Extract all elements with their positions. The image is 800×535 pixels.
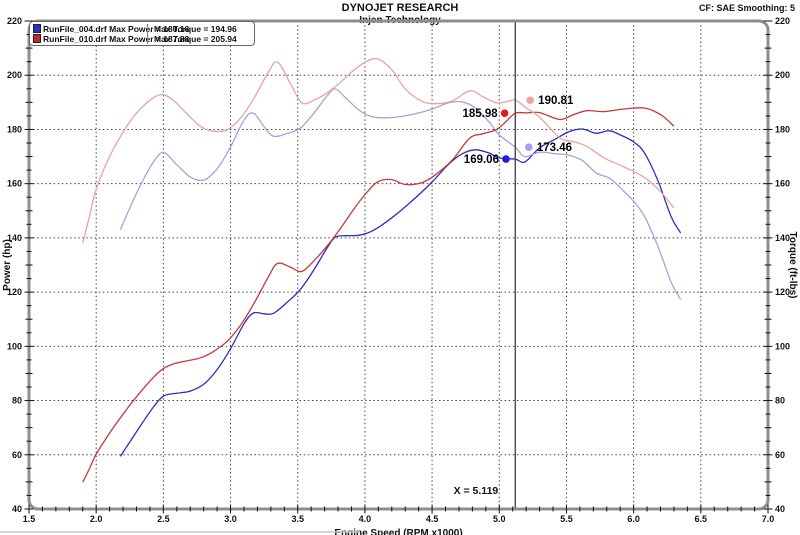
cursor-value-markers: 185.98 190.81 169.06 173.46	[462, 95, 573, 166]
x-tick-label: 3.0	[224, 514, 237, 524]
dyno-curves	[82, 57, 682, 483]
plot-frame	[27, 19, 770, 511]
runfile-010-swatch-icon	[33, 34, 41, 43]
runfile-004-swatch-icon	[33, 24, 41, 33]
marker-value-label: 185.98	[462, 108, 498, 120]
y-tick-label-right: 80	[775, 396, 785, 406]
x-tick-label: 6.5	[695, 514, 708, 524]
x-tick-label: 5.0	[493, 514, 506, 524]
marker-value-label: 173.46	[537, 142, 572, 154]
y-tick-label-right: 100	[775, 341, 790, 351]
marker-value-label: 169.06	[464, 154, 499, 166]
x-tick-label: 2.0	[90, 514, 103, 524]
marker-dot	[525, 143, 533, 151]
cursor-x-label: X = 5.119	[454, 485, 499, 497]
x-tick-label: 3.5	[291, 514, 304, 524]
y-tick-label-left: 140	[7, 233, 22, 243]
y-axis-title-power: Power (hp)	[2, 239, 13, 291]
torque-curve-runfile-004	[119, 88, 682, 300]
legend-file-name: RunFile_004.drf	[43, 24, 107, 34]
y-tick-label-right: 180	[775, 124, 790, 134]
axis-ticks	[24, 20, 773, 514]
legend-row-runfile-010[interactable]: RunFile_010.drf Max Power = 187.88 Max T…	[33, 34, 237, 44]
axis-titles: Engine Speed (RPM x1000) Power (hp) Torque…	[2, 231, 798, 535]
power-curve-runfile-010	[82, 107, 675, 483]
torque-curve-runfile-010	[82, 57, 675, 244]
grid-lines	[29, 21, 768, 509]
y-tick-label-left: 180	[7, 124, 22, 134]
x-tick-label: 7.0	[762, 514, 775, 524]
x-axis-title: Engine Speed (RPM x1000)	[334, 528, 462, 535]
marker-dot	[500, 109, 509, 118]
y-tick-label-right: 220	[775, 16, 790, 26]
y-tick-label-right: 120	[775, 287, 790, 297]
x-tick-label: 4.0	[359, 514, 372, 524]
y-tick-label-right: 40	[775, 504, 785, 514]
legend-max-torque: Max Torque = 194.96	[147, 24, 237, 34]
y-tick-label-left: 100	[7, 341, 22, 351]
power-curve-runfile-004	[119, 128, 682, 457]
correction-smoothing-label: CF: SAE Smoothing: 5	[699, 3, 795, 13]
legend-file-name: RunFile_010.drf	[43, 34, 107, 44]
y-tick-label-right: 60	[775, 450, 785, 460]
legend-box: RunFile_004.drf Max Power = 180.16 Max T…	[29, 21, 255, 46]
y-tick-label-right: 140	[775, 233, 790, 243]
y-axis-title-torque: Torque (ft-lbs)	[787, 231, 798, 298]
legend-max-power: Max Power = 187.88	[109, 34, 190, 44]
y-tick-label-left: 80	[12, 396, 22, 406]
y-tick-label-left: 60	[12, 450, 22, 460]
y-tick-label-left: 220	[7, 16, 22, 26]
y-tick-label-left: 40	[12, 504, 22, 514]
legend-row-runfile-004[interactable]: RunFile_004.drf Max Power = 180.16 Max T…	[33, 24, 237, 34]
marker-dot	[526, 96, 534, 104]
screen-edge-artifact	[0, 531, 360, 533]
legend-max-power: Max Power = 180.16	[109, 24, 190, 34]
x-tick-label: 1.5	[23, 514, 36, 524]
page-title: DYNOJET RESEARCH	[341, 2, 459, 14]
y-tick-label-left: 200	[7, 70, 22, 80]
y-tick-label-right: 200	[775, 70, 790, 80]
x-tick-label: 5.5	[560, 514, 573, 524]
legend-max-torque: Max Torque = 205.94	[147, 34, 237, 44]
y-tick-label-left: 160	[7, 179, 22, 189]
y-tick-label-left: 120	[7, 287, 22, 297]
x-tick-label: 6.0	[627, 514, 640, 524]
axis-tick-labels: 1.5 2.0 2.5 3.0 3.5 4.0 4.5 5.0 5.5 6.0 6.5 7.040 40…	[7, 16, 790, 524]
x-tick-label: 4.5	[426, 514, 439, 524]
x-tick-label: 2.5	[157, 514, 170, 524]
y-tick-label-right: 160	[775, 179, 790, 189]
marker-value-label: 190.81	[538, 95, 574, 107]
marker-dot	[502, 155, 510, 163]
